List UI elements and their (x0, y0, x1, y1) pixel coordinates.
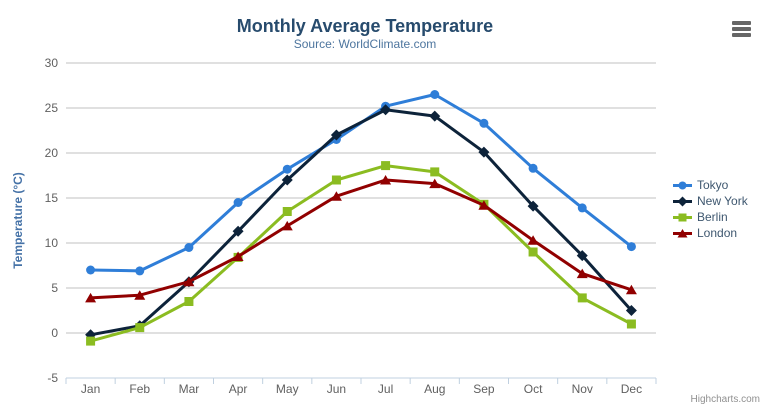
data-point-london[interactable] (281, 220, 293, 231)
data-point-london[interactable] (527, 235, 539, 245)
x-axis-label: Oct (524, 382, 543, 396)
data-point-berlin[interactable] (430, 167, 440, 177)
diamond-legend-icon (673, 196, 692, 207)
hamburger-icon (732, 21, 751, 25)
y-axis-label: 10 (45, 236, 59, 250)
legend-item-london[interactable]: London (673, 227, 748, 240)
y-axis-label: 15 (45, 191, 59, 205)
data-point-london[interactable] (232, 251, 244, 262)
legend-label: Berlin (697, 210, 728, 224)
data-point-tokyo[interactable] (528, 163, 538, 173)
data-point-new-york[interactable] (478, 146, 490, 158)
data-point-new-york[interactable] (429, 110, 441, 122)
data-point-london[interactable] (134, 290, 146, 300)
hamburger-icon (732, 33, 751, 37)
data-point-berlin[interactable] (86, 336, 96, 346)
x-axis-label: May (276, 382, 299, 396)
x-axis-label: Nov (572, 382, 593, 396)
data-point-london[interactable] (85, 292, 97, 303)
legend-item-new-york[interactable]: New York (673, 195, 748, 208)
data-point-london[interactable] (380, 175, 392, 185)
y-axis-label: 5 (51, 281, 58, 295)
data-point-new-york[interactable] (330, 129, 342, 141)
data-point-berlin[interactable] (282, 207, 292, 216)
legend-label: London (697, 226, 738, 240)
data-point-tokyo[interactable] (233, 198, 243, 207)
y-axis-title: Temperature (°C) (11, 172, 25, 269)
chart-title: Monthly Average Temperature (236, 16, 494, 36)
data-point-london[interactable] (183, 276, 195, 287)
y-axis-label: 20 (45, 146, 59, 160)
hamburger-icon (732, 27, 751, 31)
data-point-tokyo[interactable] (479, 118, 489, 128)
x-axis-label: Dec (621, 382, 642, 396)
data-point-london[interactable] (625, 284, 637, 295)
x-axis-label: Jul (378, 382, 393, 396)
x-axis-label: Sep (473, 382, 495, 396)
square-legend-icon (673, 213, 692, 222)
credits-link[interactable]: Highcharts.com (690, 394, 760, 405)
data-point-new-york[interactable] (576, 250, 588, 262)
y-axis-label: 0 (51, 326, 58, 340)
series-line-berlin (89, 164, 633, 343)
legend-label: Tokyo (697, 178, 729, 192)
data-point-berlin[interactable] (528, 247, 538, 257)
y-axis-label: 30 (45, 56, 59, 70)
x-axis-label: Jan (81, 382, 100, 396)
chart-subtitle: Source: WorldClimate.com (293, 37, 437, 51)
x-axis-label: Mar (179, 382, 200, 396)
data-point-tokyo[interactable] (86, 265, 96, 275)
legend: Tokyo New York Berlin London (673, 179, 748, 240)
data-point-tokyo[interactable] (430, 90, 440, 99)
data-point-tokyo[interactable] (626, 242, 636, 252)
x-axis-label: Jun (327, 382, 346, 396)
data-point-new-york[interactable] (625, 305, 637, 316)
context-menu-button[interactable] (729, 18, 755, 40)
series-line-london (89, 178, 633, 300)
data-point-tokyo[interactable] (577, 203, 587, 213)
data-point-berlin[interactable] (184, 297, 194, 306)
data-point-london[interactable] (478, 200, 490, 210)
data-point-tokyo[interactable] (282, 164, 292, 174)
y-axis-label: 25 (45, 101, 59, 115)
data-point-berlin[interactable] (135, 323, 145, 333)
data-point-new-york[interactable] (232, 225, 244, 237)
x-axis-label: Aug (424, 382, 445, 396)
circle-legend-icon (673, 181, 692, 190)
data-point-london[interactable] (429, 178, 441, 189)
legend-item-tokyo[interactable]: Tokyo (673, 179, 748, 192)
triangle-legend-icon (673, 229, 692, 238)
data-point-new-york[interactable] (380, 104, 392, 116)
data-point-london[interactable] (330, 191, 342, 201)
data-point-berlin[interactable] (381, 161, 391, 171)
data-point-tokyo[interactable] (135, 266, 145, 276)
legend-label: New York (697, 194, 748, 208)
y-axis-label: -5 (47, 371, 58, 385)
data-point-berlin[interactable] (626, 319, 636, 329)
data-point-new-york[interactable] (527, 200, 539, 212)
legend-item-berlin[interactable]: Berlin (673, 211, 748, 224)
data-point-berlin[interactable] (577, 293, 587, 303)
x-axis-label: Apr (229, 382, 248, 396)
data-point-tokyo[interactable] (184, 243, 194, 252)
data-point-new-york[interactable] (281, 174, 293, 186)
series-line-new-york (89, 108, 633, 337)
data-point-berlin[interactable] (331, 175, 341, 185)
data-point-london[interactable] (576, 268, 588, 279)
x-axis-label: Feb (129, 382, 150, 396)
